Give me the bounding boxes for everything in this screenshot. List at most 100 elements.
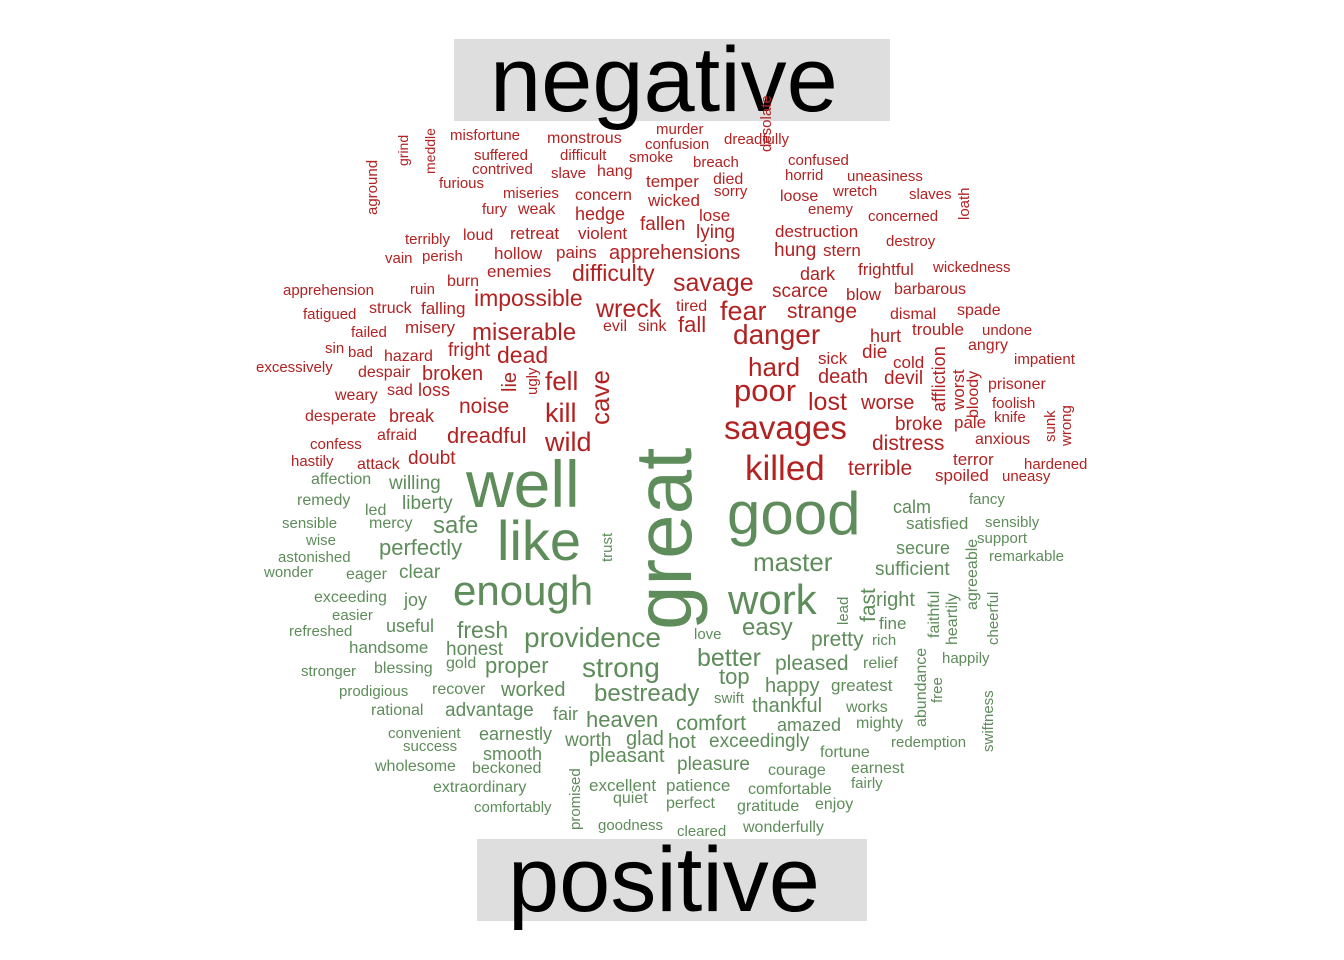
word-positive-happily: happily	[942, 650, 990, 667]
word-negative-perish: perish	[422, 248, 463, 265]
word-negative-undone: undone	[982, 322, 1033, 339]
word-negative-hedge: hedge	[575, 204, 626, 224]
word-negative-dreadful: dreadful	[447, 423, 527, 448]
word-positive-thankful: thankful	[752, 695, 823, 717]
word-negative-loss: loss	[418, 380, 451, 400]
word-negative-bad: bad	[348, 344, 374, 361]
word-negative-wretch: wretch	[833, 183, 878, 200]
word-negative-furious: furious	[439, 175, 485, 192]
word-negative-lost: lost	[808, 388, 847, 416]
word-positive-cheerful: cheerful	[985, 591, 1002, 645]
word-positive-bestready: bestready	[594, 680, 700, 707]
word-positive-right: right	[876, 589, 915, 611]
word-positive-wonderfully: wonderfully	[743, 819, 824, 836]
word-negative-spoiled: spoiled	[935, 466, 989, 485]
word-negative-sin: sin	[325, 340, 345, 357]
word-positive-gold: gold	[446, 655, 477, 672]
word-negative-afraid: afraid	[377, 427, 418, 444]
word-positive-clear: clear	[399, 562, 441, 583]
word-positive-heartily: heartily	[944, 593, 961, 645]
word-negative-sorry: sorry	[714, 183, 748, 200]
word-positive-remedy: remedy	[297, 492, 351, 509]
word-positive-fresh: fresh	[457, 617, 509, 643]
word-positive-worth: worth	[565, 730, 612, 751]
word-negative-concern: concern	[575, 187, 632, 204]
word-negative-impossible: impossible	[474, 285, 583, 311]
word-positive-free: free	[929, 677, 946, 703]
word-negative-uneasiness: uneasiness	[847, 168, 923, 185]
word-negative-confused: confused	[788, 152, 849, 169]
word-positive-swift: swift	[714, 690, 744, 707]
word-positive-astonished: astonished	[278, 549, 351, 566]
word-negative-horrid: horrid	[785, 167, 824, 184]
word-positive-gratitude: gratitude	[737, 798, 800, 815]
word-negative-died: died	[713, 171, 744, 188]
word-positive-rich: rich	[872, 632, 897, 649]
word-positive-swiftness: swiftness	[980, 690, 997, 752]
word-positive-recover: recover	[432, 681, 486, 698]
word-positive-well: well	[466, 447, 580, 521]
word-positive-happy: happy	[765, 675, 820, 697]
word-positive-sensibly: sensibly	[985, 514, 1040, 531]
word-negative-spade: spade	[957, 302, 1001, 319]
word-positive-rational: rational	[371, 702, 424, 719]
word-negative-barbarous: barbarous	[894, 281, 967, 298]
word-positive-remarkable: remarkable	[989, 548, 1065, 565]
word-negative-aground: aground	[364, 159, 381, 215]
word-positive-good: good	[727, 480, 861, 547]
positive-label-box	[477, 839, 867, 921]
word-positive-fairly: fairly	[851, 775, 883, 792]
word-positive-comfort: comfort	[676, 712, 747, 735]
word-negative-suffered: suffered	[474, 147, 528, 164]
word-positive-top: top	[719, 664, 750, 689]
word-negative-hollow: hollow	[494, 244, 543, 263]
word-negative-destruction: destruction	[775, 222, 859, 241]
word-positive-support: support	[977, 530, 1028, 547]
word-negative-frightful: frightful	[858, 260, 914, 279]
word-positive-sufficient: sufficient	[875, 559, 950, 580]
word-negative-wreck: wreck	[596, 295, 662, 323]
word-negative-broke: broke	[895, 414, 943, 435]
word-negative-fell: fell	[545, 366, 579, 396]
word-positive-strong: strong	[582, 652, 660, 683]
word-negative-wild: wild	[545, 427, 592, 457]
word-positive-honest: honest	[446, 639, 504, 660]
word-negative-tired: tired	[676, 298, 708, 315]
word-negative-ruin: ruin	[410, 281, 436, 298]
word-negative-killed: killed	[745, 449, 825, 488]
word-positive-work: work	[728, 576, 817, 623]
word-positive-wise: wise	[306, 532, 337, 549]
word-positive-better: better	[697, 644, 761, 672]
word-negative-temper: temper	[646, 172, 699, 191]
word-negative-blow: blow	[846, 285, 881, 304]
word-negative-difficult: difficult	[560, 147, 607, 164]
word-negative-excessively: excessively	[256, 359, 333, 376]
word-negative-hastily: hastily	[291, 453, 334, 470]
word-negative-pale: pale	[954, 413, 987, 432]
word-positive-faithful: faithful	[926, 590, 943, 638]
word-positive-cleared: cleared	[677, 823, 727, 840]
word-positive-fine: fine	[879, 614, 907, 633]
word-negative-savage: savage	[673, 269, 754, 297]
word-positive-fair: fair	[553, 704, 579, 724]
word-negative-miseries: miseries	[503, 185, 559, 202]
word-positive-exceeding: exceeding	[314, 589, 387, 606]
positive-label: positive	[508, 829, 820, 931]
word-positive-heaven: heaven	[586, 707, 659, 732]
word-negative-hardened: hardened	[1024, 456, 1088, 473]
word-positive-exceedingly: exceedingly	[709, 731, 810, 752]
word-positive-works: works	[846, 699, 888, 716]
word-positive-providence: providence	[524, 622, 661, 653]
word-negative-confusion: confusion	[645, 136, 710, 153]
word-negative-slave: slave	[551, 165, 587, 182]
word-positive-refreshed: refreshed	[289, 623, 353, 640]
word-negative-impatient: impatient	[1014, 351, 1075, 368]
word-negative-slaves: slaves	[909, 186, 952, 203]
word-negative-wrong: wrong	[1058, 405, 1075, 446]
word-negative-contrived: contrived	[472, 161, 533, 178]
word-negative-prisoner: prisoner	[988, 376, 1046, 393]
word-negative-miserable: miserable	[472, 319, 577, 346]
word-positive-calm: calm	[893, 497, 932, 517]
word-negative-doubt: doubt	[408, 448, 456, 469]
word-positive-love: love	[694, 626, 722, 643]
